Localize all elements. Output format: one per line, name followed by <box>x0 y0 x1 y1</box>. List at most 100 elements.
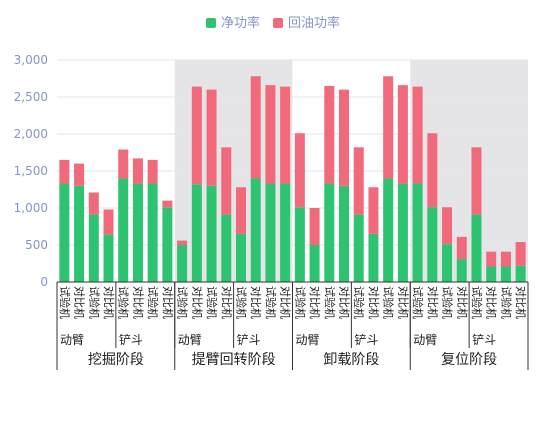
y-tick-label: 0 <box>40 275 48 289</box>
bar-回油功率-12 <box>235 187 246 234</box>
bar-回油功率-5 <box>132 158 143 184</box>
x-category-label: 对比机 <box>485 286 499 319</box>
y-tick-label: 1,000 <box>14 201 48 215</box>
bar-回油功率-31 <box>515 242 526 266</box>
group-label: 挖掘阶段 <box>88 352 144 368</box>
bar-净功率-17 <box>309 245 320 282</box>
bar-回油功率-1 <box>74 163 85 186</box>
x-category-label: 对比机 <box>161 286 175 319</box>
bar-净功率-28 <box>471 214 482 282</box>
x-category-label: 对比机 <box>367 286 381 319</box>
bar-回油功率-7 <box>162 200 173 208</box>
x-category-label: 对比机 <box>249 286 263 319</box>
bar-回油功率-19 <box>339 89 350 186</box>
legend-swatch <box>206 18 216 28</box>
bar-净功率-19 <box>339 185 350 282</box>
bar-回油功率-4 <box>118 149 129 179</box>
bar-回油功率-9 <box>191 86 202 185</box>
bar-净功率-7 <box>162 207 173 282</box>
subgroup-label: 铲斗 <box>237 332 261 347</box>
y-tick-label: 1,500 <box>14 164 48 178</box>
x-category-label: 对比机 <box>455 286 469 319</box>
bar-净功率-27 <box>456 259 467 282</box>
bar-净功率-9 <box>191 184 202 282</box>
bar-净功率-30 <box>500 266 511 282</box>
legend-swatch <box>273 18 283 28</box>
subgroup-label: 铲斗 <box>119 332 143 347</box>
bar-净功率-25 <box>427 207 438 282</box>
bar-净功率-12 <box>235 233 246 282</box>
x-category-label: 试验机 <box>499 286 513 319</box>
bar-净功率-8 <box>177 245 188 282</box>
x-category-label: 对比机 <box>426 286 440 319</box>
bar-净功率-13 <box>250 178 261 282</box>
bar-回油功率-21 <box>368 187 379 234</box>
group-label: 卸载阶段 <box>323 352 379 368</box>
group-label: 提臂回转阶段 <box>192 352 276 368</box>
x-category-label: 试验机 <box>176 286 190 319</box>
x-category-label: 试验机 <box>323 286 337 319</box>
legend-label: 净功率 <box>221 15 260 31</box>
bar-回油功率-2 <box>88 192 99 215</box>
bar-净功率-1 <box>74 185 85 282</box>
bar-净功率-5 <box>132 183 143 282</box>
bar-净功率-2 <box>88 214 99 282</box>
x-category-label: 试验机 <box>264 286 278 319</box>
x-category-label: 试验机 <box>293 286 307 319</box>
bar-回油功率-30 <box>500 251 511 267</box>
bar-净功率-31 <box>515 265 526 282</box>
bar-净功率-11 <box>221 214 232 282</box>
bar-回油功率-25 <box>427 133 438 208</box>
bar-回油功率-20 <box>353 147 364 215</box>
x-category-label: 对比机 <box>102 286 116 319</box>
bar-回油功率-23 <box>397 85 408 184</box>
x-category-label: 对比机 <box>73 286 87 319</box>
bar-净功率-14 <box>265 183 276 282</box>
bar-回油功率-6 <box>147 159 158 184</box>
bar-回油功率-18 <box>324 85 335 184</box>
bar-净功率-18 <box>324 183 335 282</box>
subgroup-label: 动臂 <box>296 333 320 347</box>
x-category-label: 试验机 <box>234 286 248 319</box>
bar-净功率-20 <box>353 214 364 282</box>
bar-净功率-4 <box>118 178 129 282</box>
subgroup-label: 动臂 <box>60 333 84 347</box>
bar-回油功率-3 <box>103 209 114 235</box>
bar-净功率-29 <box>486 266 497 282</box>
bar-回油功率-14 <box>265 85 276 184</box>
bar-净功率-10 <box>206 185 217 282</box>
x-category-label: 试验机 <box>146 286 160 319</box>
y-tick-label: 500 <box>25 238 48 252</box>
bar-净功率-3 <box>103 234 114 282</box>
subgroup-label: 动臂 <box>413 333 437 347</box>
group-label: 复位阶段 <box>441 351 497 368</box>
bar-回油功率-16 <box>294 133 305 208</box>
bar-回油功率-26 <box>442 207 453 245</box>
bar-净功率-21 <box>368 233 379 282</box>
bar-回油功率-24 <box>412 86 423 184</box>
x-category-label: 试验机 <box>117 286 131 319</box>
bar-净功率-16 <box>294 207 305 282</box>
bar-回油功率-11 <box>221 147 232 215</box>
x-category-label: 试验机 <box>411 286 425 319</box>
bar-回油功率-13 <box>250 76 261 179</box>
bar-净功率-24 <box>412 183 423 282</box>
bar-回油功率-28 <box>471 147 482 215</box>
x-category-label: 试验机 <box>441 286 455 319</box>
bar-回油功率-15 <box>280 86 291 184</box>
bar-净功率-23 <box>397 183 408 282</box>
x-category-label: 对比机 <box>338 286 352 319</box>
y-tick-label: 2,000 <box>14 127 48 141</box>
x-category-label: 试验机 <box>205 286 219 319</box>
x-category-label: 对比机 <box>514 286 528 319</box>
x-category-label: 试验机 <box>87 286 101 319</box>
bar-回油功率-17 <box>309 208 320 245</box>
x-category-label: 对比机 <box>190 286 204 319</box>
bar-回油功率-27 <box>456 236 467 260</box>
x-category-label: 对比机 <box>279 286 293 319</box>
bar-回油功率-10 <box>206 89 217 186</box>
bar-净功率-6 <box>147 183 158 282</box>
bar-回油功率-29 <box>486 251 497 267</box>
x-category-label: 对比机 <box>308 286 322 319</box>
